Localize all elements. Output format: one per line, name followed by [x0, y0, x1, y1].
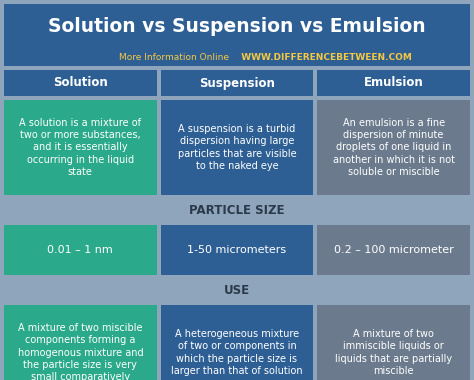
Text: An emulsion is a fine
dispersion of minute
droplets of one liquid in
another in : An emulsion is a fine dispersion of minu… [333, 118, 455, 177]
Text: A mixture of two miscible
components forming a
homogenous mixture and
the partic: A mixture of two miscible components for… [18, 323, 143, 380]
Text: WWW.DIFFERENCEBETWEEN.COM: WWW.DIFFERENCEBETWEEN.COM [235, 52, 412, 62]
Text: Emulsion: Emulsion [364, 76, 424, 90]
FancyBboxPatch shape [161, 225, 313, 275]
FancyBboxPatch shape [4, 225, 157, 275]
FancyBboxPatch shape [317, 305, 470, 380]
FancyBboxPatch shape [4, 100, 470, 195]
Text: 0.01 – 1 nm: 0.01 – 1 nm [47, 245, 113, 255]
FancyBboxPatch shape [4, 199, 470, 221]
FancyBboxPatch shape [4, 70, 470, 96]
FancyBboxPatch shape [161, 305, 313, 380]
FancyBboxPatch shape [4, 100, 157, 195]
Text: 0.2 – 100 micrometer: 0.2 – 100 micrometer [334, 245, 454, 255]
Text: More Information Online: More Information Online [119, 52, 235, 62]
Text: USE: USE [224, 283, 250, 296]
Text: 1-50 micrometers: 1-50 micrometers [187, 245, 287, 255]
Text: A solution is a mixture of
two or more substances,
and it is essentially
occurri: A solution is a mixture of two or more s… [19, 118, 141, 177]
FancyBboxPatch shape [4, 4, 470, 48]
FancyBboxPatch shape [161, 100, 313, 195]
FancyBboxPatch shape [317, 225, 470, 275]
FancyBboxPatch shape [4, 305, 157, 380]
FancyBboxPatch shape [4, 279, 470, 301]
Text: Solution vs Suspension vs Emulsion: Solution vs Suspension vs Emulsion [48, 16, 426, 35]
Text: Solution: Solution [53, 76, 108, 90]
Text: PARTICLE SIZE: PARTICLE SIZE [189, 204, 285, 217]
Text: A mixture of two
immiscible liquids or
liquids that are partially
miscible: A mixture of two immiscible liquids or l… [335, 329, 452, 376]
Text: Suspension: Suspension [199, 76, 275, 90]
FancyBboxPatch shape [317, 100, 470, 195]
FancyBboxPatch shape [4, 70, 157, 96]
FancyBboxPatch shape [161, 70, 313, 96]
Text: A suspension is a turbid
dispersion having large
particles that are visible
to t: A suspension is a turbid dispersion havi… [178, 124, 296, 171]
FancyBboxPatch shape [4, 225, 470, 275]
FancyBboxPatch shape [4, 305, 470, 380]
FancyBboxPatch shape [4, 48, 470, 66]
FancyBboxPatch shape [317, 70, 470, 96]
Text: A heterogeneous mixture
of two or components in
which the particle size is
large: A heterogeneous mixture of two or compon… [171, 329, 303, 376]
